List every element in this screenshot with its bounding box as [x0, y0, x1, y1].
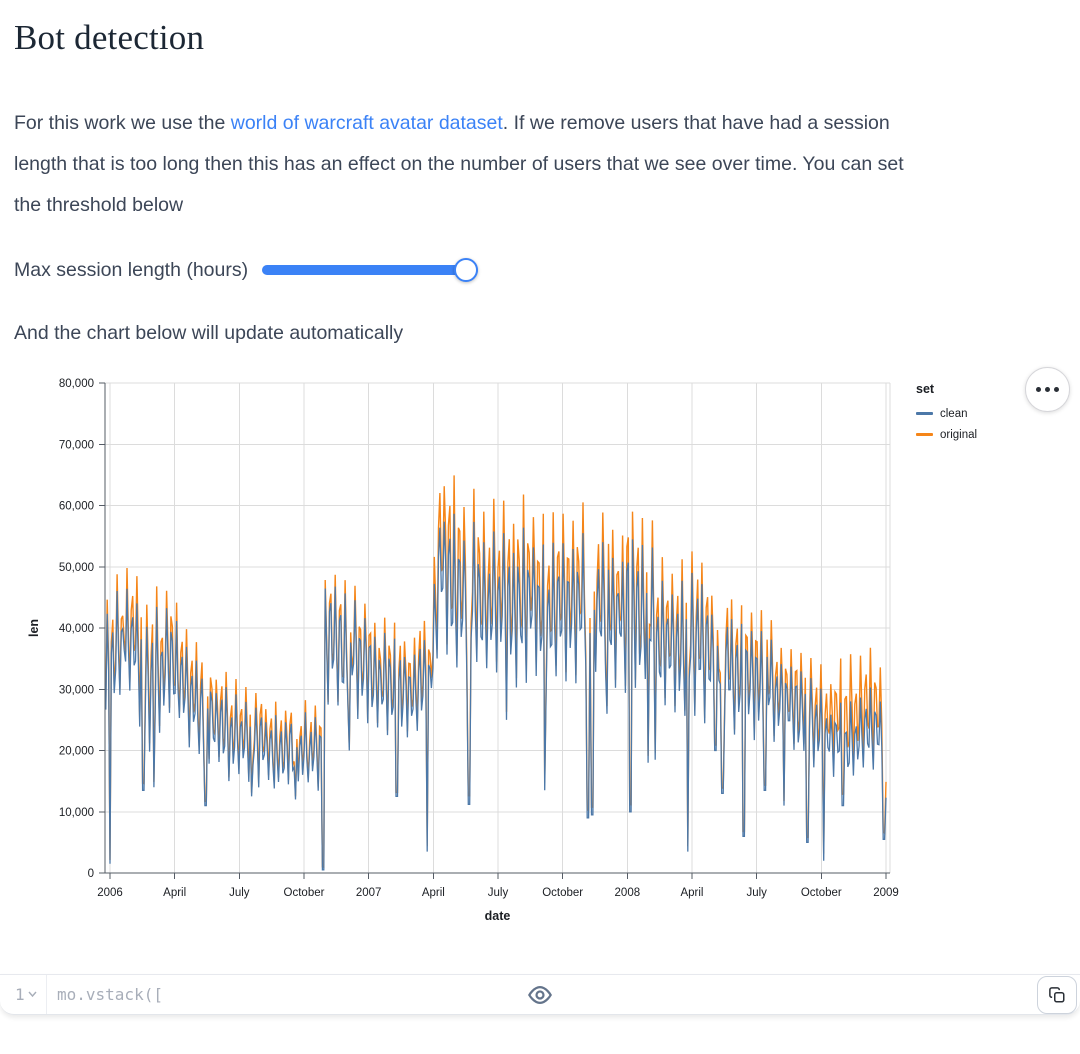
page-title: Bot detection — [14, 18, 205, 57]
x-tick-label: July — [229, 887, 250, 899]
x-axis-title: date — [485, 909, 511, 923]
x-tick-label: 2006 — [97, 887, 123, 899]
vega-chart: 2006 April July October 2007 April July October… — [0, 362, 1080, 962]
y-tick-label: 40,000 — [59, 623, 94, 635]
series-clean-line — [105, 513, 887, 871]
intro-line-2: length that is too long then this has an… — [14, 153, 904, 175]
chart-legend: set clean original — [916, 382, 977, 445]
line-chart-canvas[interactable]: 2006 April July October 2007 April July October… — [0, 362, 1080, 937]
y-tick-label: 20,000 — [59, 746, 94, 758]
x-tick-label: April — [680, 887, 703, 899]
legend-item-clean: clean — [916, 403, 977, 424]
y-tick-label: 0 — [88, 868, 94, 880]
y-tick-label: 10,000 — [59, 807, 94, 819]
x-tick-label: 2009 — [873, 887, 899, 899]
x-tick-label: July — [488, 887, 509, 899]
legend-swatch-original — [916, 433, 933, 436]
intro-line-3: the threshold below — [14, 194, 184, 216]
legend-title: set — [916, 382, 935, 396]
y-tick-label: 80,000 — [59, 378, 94, 390]
legend-item-original: original — [916, 424, 977, 445]
y-tick-label: 50,000 — [59, 562, 94, 574]
slider-label: Max session length (hours) — [14, 258, 249, 281]
x-tick-label: October — [284, 887, 325, 899]
y-tick-label: 60,000 — [59, 501, 94, 513]
legend-swatch-clean — [916, 412, 933, 415]
session-length-slider[interactable] — [262, 258, 479, 282]
code-text: mo.vstack([ — [57, 985, 163, 1004]
copy-icon — [1049, 987, 1065, 1003]
y-tick-label: 30,000 — [59, 684, 94, 696]
y-axis-title: len — [27, 619, 41, 637]
x-tick-label: April — [163, 887, 186, 899]
intro-text-post: . If we remove users that have had a ses… — [502, 112, 890, 134]
eye-icon[interactable] — [527, 984, 554, 1005]
series-original-line — [105, 475, 887, 869]
copy-button[interactable] — [1037, 976, 1077, 1014]
intro-line-1: For this work we use the world of warcra… — [14, 103, 1066, 144]
intro-text-pre: For this work we use the — [14, 112, 231, 134]
x-tick-label: October — [542, 887, 583, 899]
x-tick-label: July — [746, 887, 767, 899]
x-tick-label: 2007 — [356, 887, 382, 899]
x-tick-label: April — [422, 887, 445, 899]
intro-paragraph: For this work we use the world of warcra… — [14, 103, 1066, 226]
legend-label-clean: clean — [940, 407, 968, 420]
x-tick-label: 2008 — [615, 887, 641, 899]
ellipsis-icon — [1036, 387, 1059, 392]
slider-row: Max session length (hours) — [14, 254, 479, 286]
chart-caption: And the chart below will update automati… — [14, 322, 404, 344]
slider-fill — [262, 265, 479, 275]
legend-label-original: original — [940, 428, 978, 441]
y-tick-label: 70,000 — [59, 439, 94, 451]
code-content[interactable]: mo.vstack([ — [57, 985, 163, 1004]
slider-thumb[interactable] — [454, 258, 479, 282]
line-number: 1 — [15, 985, 25, 1004]
dataset-link[interactable]: world of warcraft avatar dataset — [230, 112, 503, 134]
editor-gutter: 1 — [0, 975, 47, 1014]
x-tick-label: October — [801, 887, 842, 899]
code-cell-editor: 1 mo.vstack([ — [0, 974, 1080, 1015]
chart-actions-button[interactable] — [1025, 367, 1070, 412]
chevron-down-icon[interactable] — [28, 991, 37, 998]
